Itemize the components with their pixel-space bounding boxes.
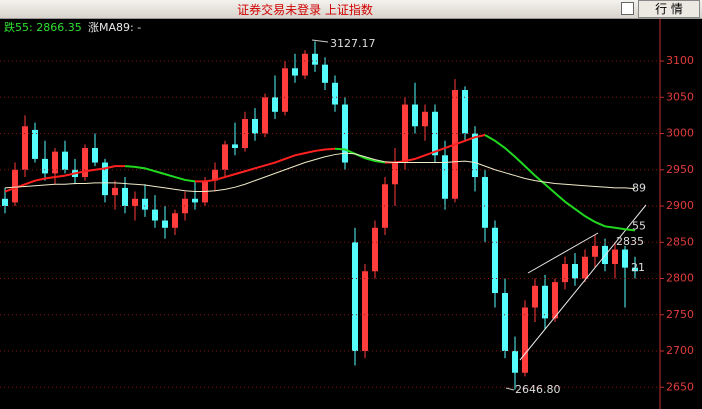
pointer (311, 39, 329, 43)
price-label: 2835 (616, 235, 644, 248)
pointer (505, 387, 515, 391)
ma-line (484, 134, 636, 232)
y-tick-label: 3000 (666, 127, 694, 140)
high-label: 3127.17 (330, 37, 376, 50)
y-tick-label: 2750 (666, 308, 694, 321)
window-title: 证券交易未登录 上证指数 (237, 3, 373, 17)
y-tick-label: 2800 (666, 272, 694, 285)
y-tick-label: 3050 (666, 90, 694, 103)
series-label: 55 (632, 219, 646, 232)
quote-button[interactable]: 行 情 (638, 0, 700, 18)
y-tick-label: 2700 (666, 344, 694, 357)
ma-line (334, 147, 386, 164)
y-tick-label: 2900 (666, 199, 694, 212)
y-tick-label: 2850 (666, 235, 694, 248)
ma-line (195, 147, 336, 183)
ma-line (385, 134, 486, 164)
trend-line (519, 204, 647, 361)
ma-line (124, 165, 196, 183)
ma-label: 21 (631, 261, 645, 274)
series-label: 89 (632, 182, 646, 195)
icon[interactable] (621, 2, 634, 15)
ma-line (4, 152, 636, 193)
ma-line (4, 165, 125, 193)
legend-ma55: 跌55: 2866.35 (4, 20, 82, 34)
top-bar: 证券交易未登录 上证指数 行 情 (0, 0, 702, 19)
y-tick-label: 2650 (666, 380, 694, 393)
y-tick-label: 3100 (666, 54, 694, 67)
y-tick-label: 2950 (666, 163, 694, 176)
trend-line (527, 232, 599, 274)
legend-ma89: 涨MA89: - (88, 21, 141, 34)
low-label: 2646.80 (515, 383, 561, 396)
